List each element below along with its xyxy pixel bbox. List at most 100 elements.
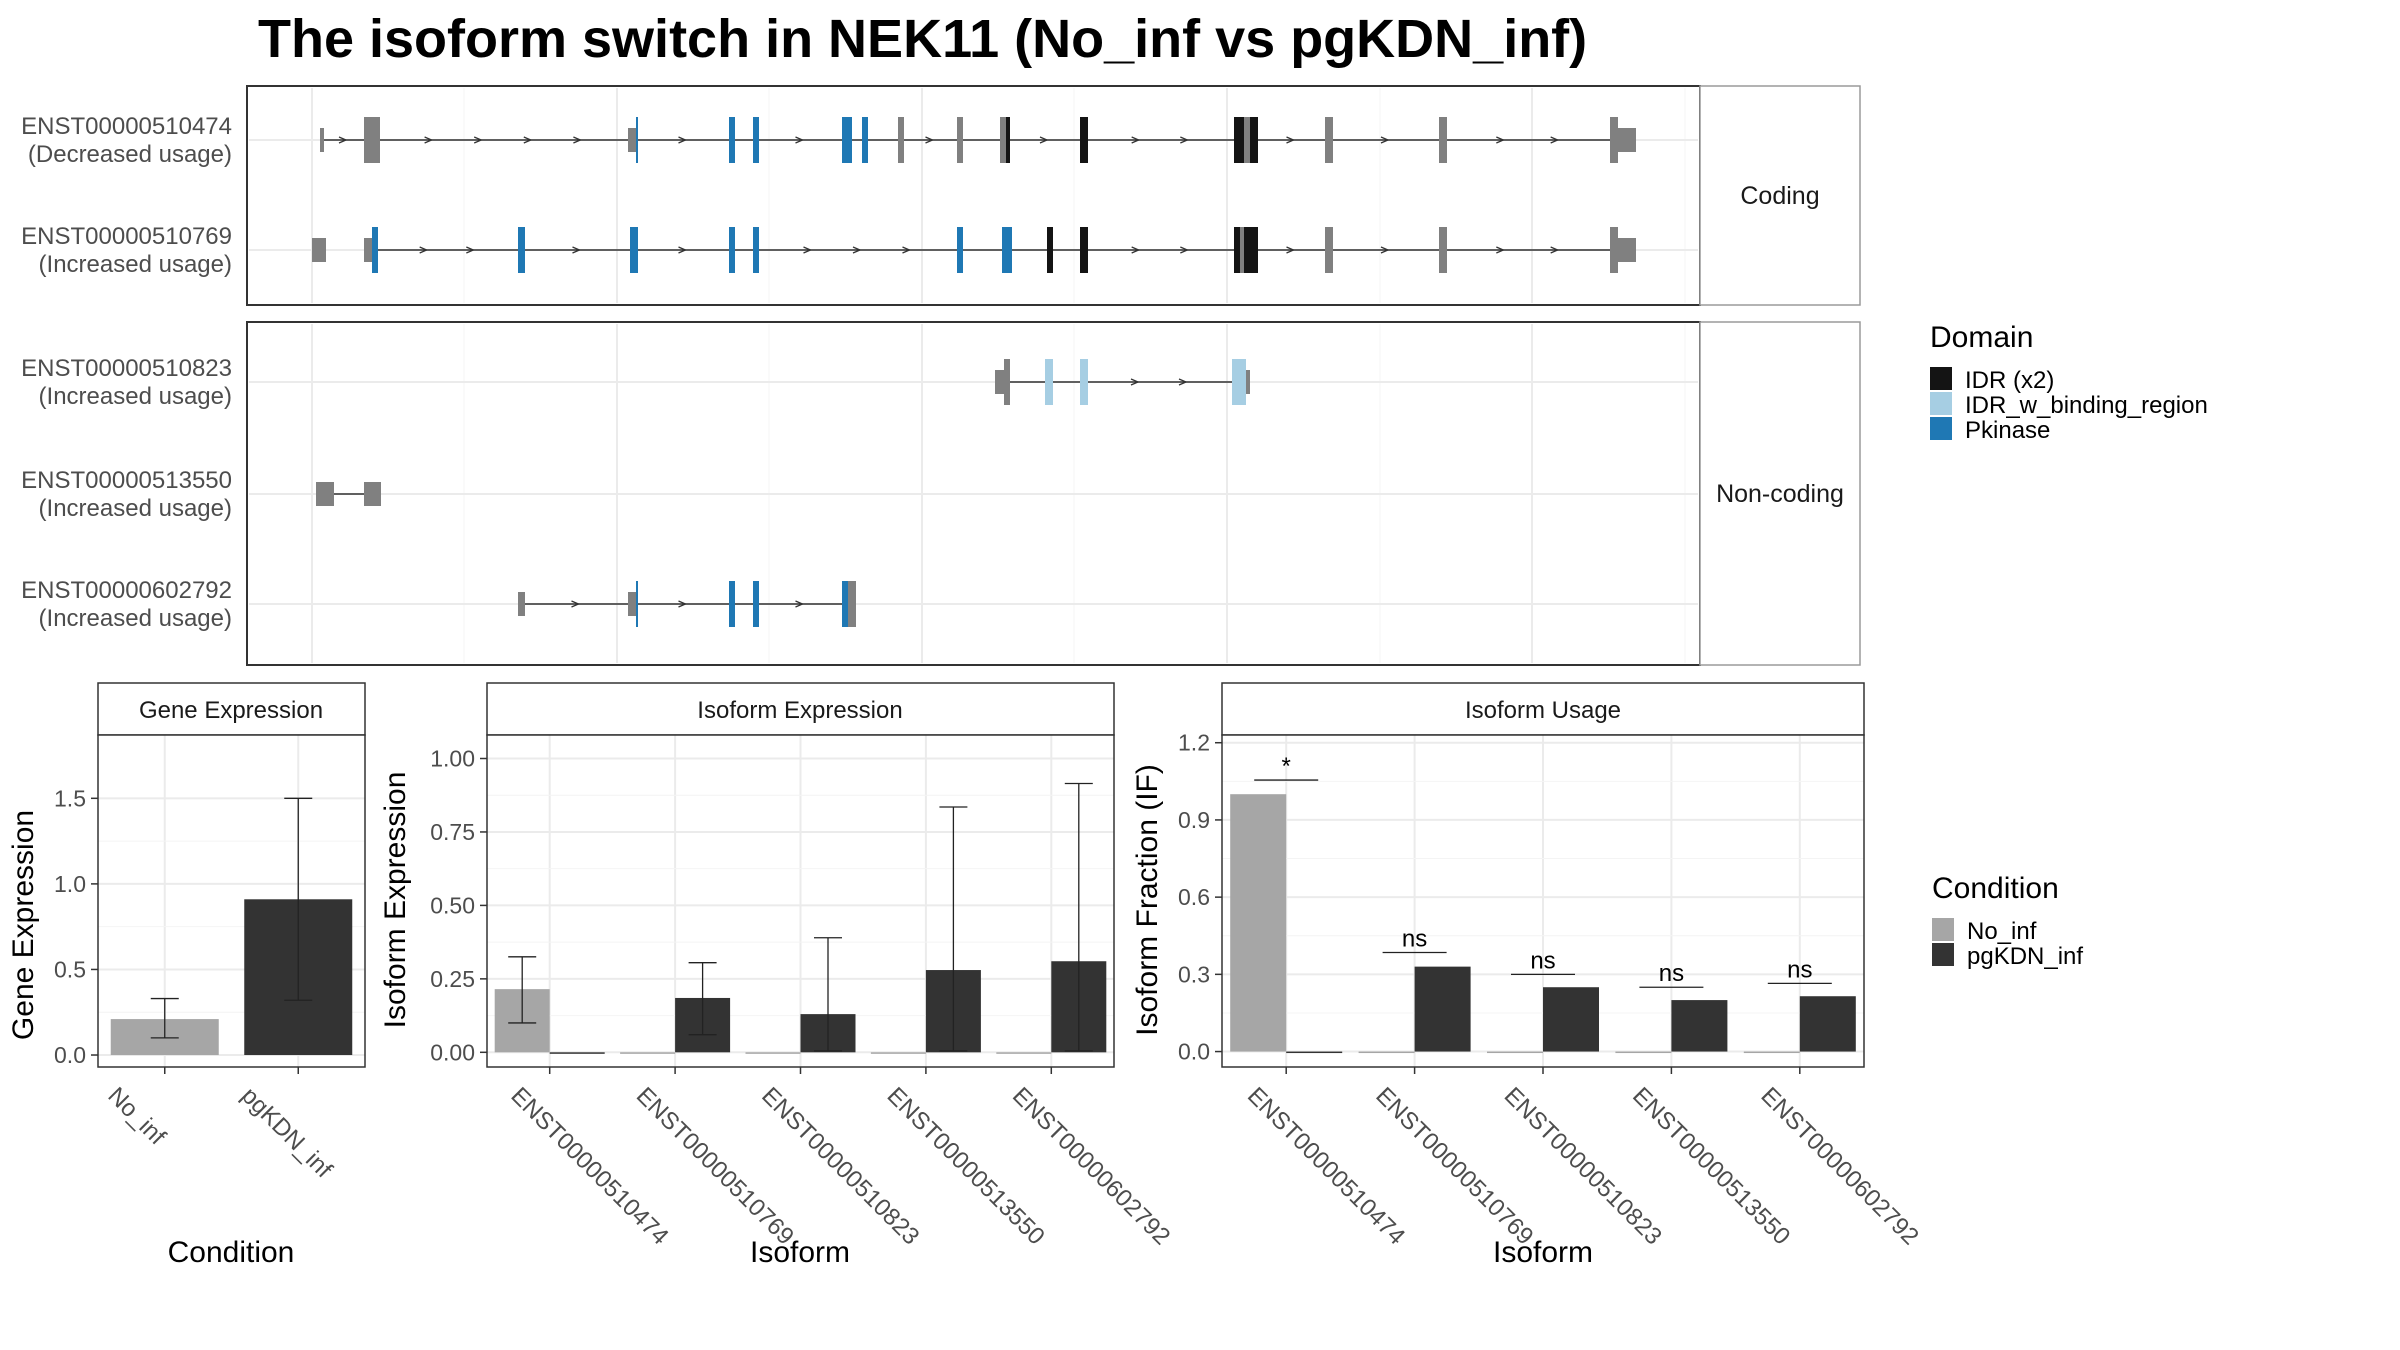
exon-block [1240, 227, 1244, 273]
coding-facet: Coding ENST00000510474(Decreased usage)E… [21, 85, 1861, 306]
exon-block [316, 482, 334, 506]
transcript-ENST00000510474: ENST00000510474(Decreased usage) [21, 113, 1636, 168]
bar [1743, 1051, 1800, 1054]
bar [996, 1052, 1052, 1054]
direction-arrow [573, 136, 583, 144]
noncoding-tracks: ENST00000510823(Increased usage) ENST0000… [21, 355, 1250, 632]
isoform-expression-plot: 0.000.250.500.751.00ENST00000510474ENST0… [430, 734, 1175, 1250]
domain-block-pkinase [630, 227, 638, 273]
exon-block [1325, 117, 1333, 163]
exon-block [1618, 238, 1636, 262]
transcript-id-label: ENST00000513550 [21, 467, 232, 494]
significance-label: ns [1402, 925, 1427, 952]
noncoding-strip-label: Non-coding [1716, 480, 1844, 508]
x-tick-label: pgKDN_inf [236, 1082, 337, 1183]
direction-arrow [1178, 378, 1188, 386]
direction-arrow [1496, 136, 1505, 144]
bar [1671, 1000, 1728, 1052]
exon-block [628, 128, 636, 152]
direction-arrow [1131, 136, 1141, 144]
bar [549, 1052, 605, 1054]
transcript-ENST00000513550: ENST00000513550(Increased usage) [21, 467, 381, 522]
exon-block [848, 581, 856, 627]
exon-block [1439, 227, 1447, 273]
isoform-usage-xlabel: Isoform [1493, 1236, 1593, 1269]
direction-arrow [1180, 246, 1189, 254]
exon-block [364, 238, 372, 262]
transcript-usage-label: (Decreased usage) [28, 141, 232, 168]
significance-label: ns [1787, 956, 1812, 983]
x-tick-label: No_inf [103, 1082, 171, 1150]
y-tick-label: 1.5 [54, 785, 86, 811]
gene-expression-plot: 0.0 0.5 1.0 1.5 No_inf pgKDN_inf [54, 734, 366, 1184]
exon-block [1325, 227, 1333, 273]
bar [1286, 1051, 1343, 1054]
legend-label: Pkinase [1965, 417, 2050, 444]
transcript-ENST00000602792: ENST00000602792(Increased usage) [21, 577, 856, 632]
gene-expression-ylabel: Gene Expression [7, 810, 40, 1040]
direction-arrow [1496, 246, 1505, 254]
direction-arrow [678, 136, 688, 144]
exon-block [1000, 117, 1006, 163]
domain-block-pkinase [729, 227, 735, 273]
exon-block [364, 482, 381, 506]
domain-block-idr [1244, 227, 1258, 273]
direction-arrow [473, 136, 483, 144]
isoform-expression-xlabel: Isoform [750, 1236, 850, 1269]
direction-arrow [803, 246, 813, 254]
domain-block-idr_binding [1045, 359, 1053, 405]
bar [1358, 1051, 1415, 1054]
domain-block-idr [1234, 227, 1240, 273]
direction-arrow [902, 246, 912, 254]
exon-block [518, 592, 525, 616]
y-tick-label: 0.0 [54, 1042, 86, 1068]
transcript-ENST00000510823: ENST00000510823(Increased usage) [21, 355, 1250, 410]
isoform-usage-ylabel: Isoform Fraction (IF) [1131, 764, 1164, 1036]
condition-legend-title: Condition [1932, 872, 2059, 905]
domain-block-pkinase [957, 227, 963, 273]
exon-block [957, 117, 963, 163]
direction-arrow [1550, 246, 1560, 254]
y-tick-label: 0.75 [430, 819, 475, 845]
legend-swatch [1930, 417, 1952, 440]
legend-label: IDR_w_binding_region [1965, 392, 2208, 419]
y-tick-label: 0.6 [1178, 884, 1210, 910]
exon-block [1618, 128, 1636, 152]
direction-arrow [466, 246, 475, 254]
domain-block-pkinase [518, 227, 525, 273]
direction-arrow [678, 246, 688, 254]
transcript-usage-label: (Increased usage) [39, 495, 232, 522]
noncoding-strip [1699, 321, 1861, 666]
transcript-id-label: ENST00000602792 [21, 577, 232, 604]
direction-arrow [1380, 136, 1390, 144]
domain-block-idr_binding [1232, 359, 1246, 405]
domain-block-idr [1047, 227, 1053, 273]
direction-arrow [1180, 136, 1189, 144]
transcript-usage-label: (Increased usage) [39, 251, 232, 278]
direction-arrow [523, 136, 533, 144]
direction-arrow [1039, 136, 1049, 144]
direction-arrow [571, 600, 581, 608]
bar [1230, 794, 1287, 1052]
direction-arrow [795, 136, 805, 144]
significance-label: * [1282, 753, 1291, 780]
direction-arrow [678, 600, 688, 608]
domain-block-pkinase [842, 581, 848, 627]
exon-block [1244, 117, 1250, 163]
domain-block-pkinase [753, 227, 759, 273]
direction-arrow [1286, 136, 1296, 144]
domain-legend: Domain IDR (x2)IDR_w_binding_regionPkina… [1930, 321, 2208, 444]
bar [1799, 996, 1856, 1052]
isoform-expression-title: Isoform Expression [697, 697, 902, 724]
isoform-expression-chart: Isoform Expression Isoform Isoform Expre… [379, 682, 1175, 1269]
domain-block-pkinase [1002, 227, 1012, 273]
domain-block-pkinase [753, 581, 759, 627]
noncoding-facet: Non-coding ENST00000510823(Increased usa… [21, 321, 1861, 666]
direction-arrow [424, 136, 434, 144]
isoform-usage-title: Isoform Usage [1465, 697, 1621, 724]
domain-block-idr [1006, 117, 1010, 163]
exon-block [995, 370, 1004, 394]
domain-block-pkinase [753, 117, 759, 163]
